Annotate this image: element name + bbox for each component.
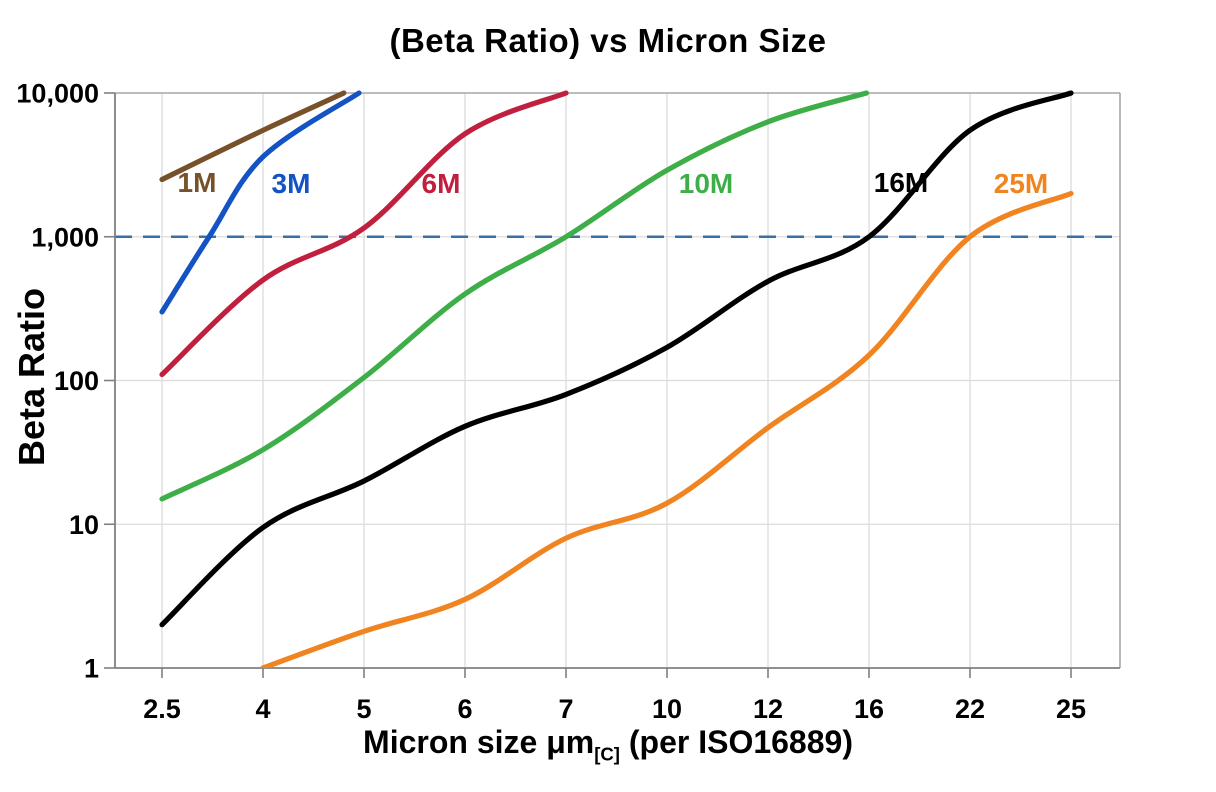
series-label-3M: 3M — [272, 168, 311, 199]
x-tick-label: 10 — [652, 694, 682, 724]
x-tick-label: 5 — [356, 694, 371, 724]
axes: 2.5 4 5 6 7 10 12 16 22 25 1 10 100 1,000 10,000 — [16, 79, 1121, 724]
series-line-25M — [260, 190, 1074, 668]
x-tick-label: 16 — [854, 694, 884, 724]
x-tick-label: 6 — [457, 694, 472, 724]
series-line-16M — [159, 90, 1074, 628]
series-label-10M: 10M — [679, 168, 733, 199]
series-label-16M: 16M — [874, 167, 928, 198]
x-tick-label: 25 — [1056, 694, 1086, 724]
x-tick-label: 4 — [255, 694, 270, 724]
x-tick-label: 2.5 — [143, 694, 181, 724]
series-line-6M — [159, 90, 569, 378]
series-line-10M — [159, 90, 870, 502]
x-tick-label: 22 — [955, 694, 985, 724]
y-tick-label: 1,000 — [31, 222, 99, 252]
x-axis-title: Micron size μm[C] (per ISO16889) — [0, 724, 1216, 765]
y-tick-label: 10 — [69, 510, 99, 540]
series-curves — [159, 90, 1074, 668]
chart-title: (Beta Ratio) vs Micron Size — [389, 22, 827, 59]
series-line-1M — [159, 90, 347, 183]
series-line-3M — [159, 90, 362, 315]
x-axis-title-main: Micron size μm — [363, 724, 595, 760]
y-tick-label: 1 — [84, 654, 99, 684]
series-label-1M: 1M — [178, 167, 217, 198]
y-tick-label: 100 — [54, 366, 99, 396]
x-axis-title-suffix: (per ISO16889) — [619, 724, 853, 760]
x-tick-label: 7 — [558, 694, 573, 724]
gridlines — [115, 93, 1120, 668]
x-tick-label: 12 — [753, 694, 783, 724]
y-tick-label: 10,000 — [16, 79, 99, 109]
x-axis-title-subscript: [C] — [594, 743, 620, 765]
series-label-25M: 25M — [994, 168, 1048, 199]
series-label-6M: 6M — [422, 168, 461, 199]
series-labels: 1M 3M 6M 10M 16M 25M — [178, 167, 1049, 199]
